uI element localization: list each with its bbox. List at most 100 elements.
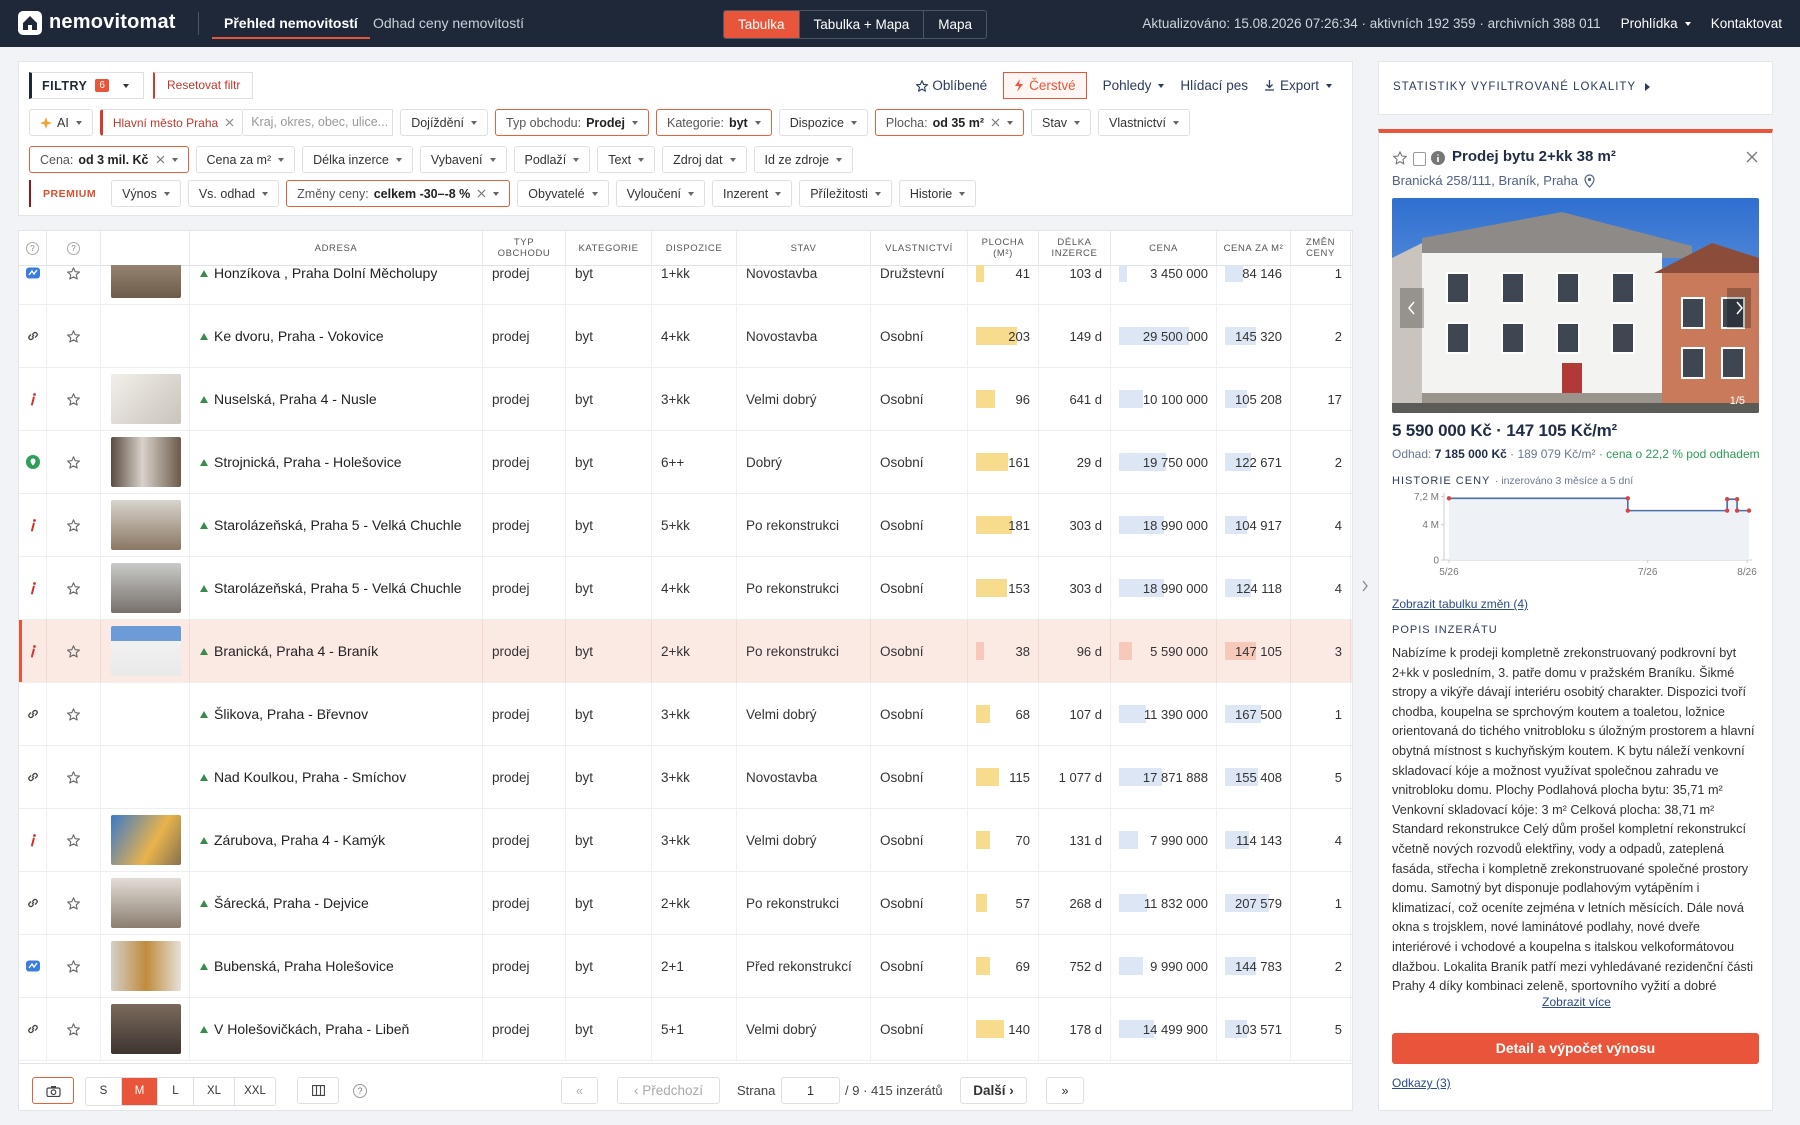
- filter-chip[interactable]: Obyvatelé: [517, 180, 609, 207]
- address[interactable]: V Holešovičkách, Praha - Libeň: [214, 1021, 410, 1037]
- table-footer: S M L XL XXL? « ‹ Předchozí Strana 1 / 9 · 415 in…: [19, 1063, 1352, 1110]
- filter-chip[interactable]: Vlastnictví: [1098, 109, 1190, 136]
- filter-chip[interactable]: Cena za m²: [195, 146, 296, 173]
- show-more[interactable]: Zobrazit více: [1542, 995, 1611, 1009]
- table-cell: 149 d: [1039, 305, 1111, 367]
- action-button[interactable]: Oblíbené: [916, 73, 987, 98]
- view-button[interactable]: Tabulka + Mapa: [798, 11, 924, 38]
- action-button[interactable]: Čerstvé: [1003, 72, 1087, 99]
- size-button[interactable]: XL: [193, 1078, 234, 1105]
- last-page[interactable]: »: [1046, 1077, 1084, 1104]
- address[interactable]: Honzíkova , Praha Dolní Měcholupy: [214, 265, 438, 281]
- cell-text: byt: [575, 265, 594, 281]
- action-button[interactable]: Pohledy: [1103, 73, 1165, 98]
- filter-chip[interactable]: Délka inzerce: [302, 146, 413, 173]
- address[interactable]: Nuselská, Praha 4 - Nusle: [214, 391, 377, 407]
- action-button[interactable]: Hlídací pes: [1180, 73, 1248, 98]
- info-dot: [32, 834, 36, 837]
- table-row[interactable]: Nad Koulkou, Praha - Smíchov prodej byt 3+k…: [19, 746, 1352, 809]
- caret: [850, 120, 857, 125]
- columns-button[interactable]: [297, 1077, 339, 1104]
- table-row[interactable]: Nuselská, Praha 4 - Nusle prodej byt 3+kk Ve…: [19, 368, 1352, 431]
- filters-toggle[interactable]: FILTRY 6: [29, 72, 144, 99]
- table-row[interactable]: Ke dvoru, Praha - Vokovice prodej byt 4+kk N…: [19, 305, 1352, 368]
- stats-panel[interactable]: STATISTIKY VYFILTROVANÉ LOKALITY: [1378, 61, 1773, 115]
- help-icon[interactable]: ?: [353, 1084, 367, 1098]
- filter-chip[interactable]: Kategorie: byt: [655, 109, 772, 136]
- filter-chip[interactable]: Dojíždění: [400, 109, 489, 136]
- filter-chip[interactable]: Dispozice: [778, 109, 868, 136]
- size-button[interactable]: XXL: [234, 1078, 275, 1105]
- detail-button[interactable]: Detail a výpočet výnosu: [1392, 1033, 1759, 1064]
- table-row[interactable]: Strojnická, Praha - Holešovice prodej byt 6…: [19, 431, 1352, 494]
- table-cell: Po rekonstrukci: [737, 620, 871, 682]
- size-button[interactable]: M: [121, 1078, 157, 1105]
- address[interactable]: Nad Koulkou, Praha - Smíchov: [214, 769, 407, 785]
- first-page[interactable]: «: [561, 1077, 598, 1104]
- address[interactable]: Ke dvoru, Praha - Vokovice: [214, 328, 384, 344]
- table-row[interactable]: Zárubova, Praha 4 - Kamýk prodej byt 3+kk Ve…: [19, 809, 1352, 872]
- chip-label: Plocha:: [885, 115, 928, 130]
- table-row[interactable]: Bubenská, Praha Holešovice prodej byt 2+1 Př…: [19, 935, 1352, 998]
- address[interactable]: Starolázeňská, Praha 5 - Velká Chuchle: [214, 517, 462, 533]
- filter-chip[interactable]: Vybavení: [419, 146, 507, 173]
- size-button[interactable]: S: [99, 1085, 108, 1097]
- size-button[interactable]: L: [157, 1078, 193, 1105]
- filter-chip[interactable]: Změny ceny: celkem -30–-8 %: [286, 180, 511, 207]
- source-icon: [25, 960, 40, 972]
- table-row[interactable]: Šlikova, Praha - Břevnov prodej byt 3+kk Vel…: [19, 683, 1352, 746]
- table-row[interactable]: V Holešovičkách, Praha - Libeň prodej byt 5…: [19, 998, 1352, 1061]
- filter-chip[interactable]: Plocha: od 35 m²: [874, 109, 1025, 136]
- address[interactable]: Branická, Praha 4 - Braník: [214, 643, 379, 659]
- page-input[interactable]: 1: [781, 1077, 840, 1104]
- table-row[interactable]: Honzíkova , Praha Dolní Měcholupy prodej b…: [19, 265, 1352, 305]
- address[interactable]: Bubenská, Praha Holešovice: [214, 958, 394, 974]
- filter-chip[interactable]: Id ze zdroje: [753, 146, 854, 173]
- location-input[interactable]: Kraj, okres, obec, ulice...: [243, 109, 394, 136]
- table-row[interactable]: Starolázeňská, Praha 5 - Velká Chuchle pr…: [19, 494, 1352, 557]
- filter-chip[interactable]: Cena: od 3 mil. Kč: [29, 146, 189, 173]
- action-button[interactable]: Export: [1264, 73, 1332, 98]
- address[interactable]: Zárubova, Praha 4 - Kamýk: [214, 832, 386, 848]
- address[interactable]: Strojnická, Praha - Holešovice: [214, 454, 402, 470]
- nav-link[interactable]: Odhad ceny nemovitostí: [373, 15, 524, 31]
- prev-page[interactable]: ‹ Předchozí: [617, 1077, 720, 1104]
- detail-photo[interactable]: 1/5: [1392, 198, 1759, 413]
- filter-chip[interactable]: Výnos: [111, 180, 181, 207]
- link: [27, 772, 38, 782]
- links[interactable]: Odkazy (3): [1392, 1076, 1451, 1090]
- filter-chip[interactable]: Typ obchodu: Prodej: [495, 109, 649, 136]
- table-row[interactable]: Starolázeňská, Praha 5 - Velká Chuchle pr…: [19, 557, 1352, 620]
- filter-chip[interactable]: Podlaží: [513, 146, 591, 173]
- menu-item[interactable]: Kontaktovat: [1711, 16, 1782, 31]
- location-chip[interactable]: Hlavní město Praha: [99, 109, 244, 136]
- filter-chip[interactable]: Vs. odhad: [187, 180, 280, 207]
- filter-chip[interactable]: Vyloučení: [615, 180, 706, 207]
- menu-item[interactable]: Prohlídka: [1621, 16, 1691, 31]
- filter-chip[interactable]: Příležitosti: [799, 180, 892, 207]
- table-row[interactable]: Branická, Praha 4 - Braník prodej byt 2+kk P…: [19, 620, 1352, 683]
- table-row[interactable]: Šárecká, Praha - Dejvice prodej byt 2+kk Po …: [19, 872, 1352, 935]
- nav-link[interactable]: Přehled nemovitostí: [212, 15, 370, 39]
- filter-chip[interactable]: Inzerent: [712, 180, 793, 207]
- changes-link[interactable]: Zobrazit tabulku změn (4): [1392, 597, 1529, 611]
- next-page[interactable]: Další ›: [960, 1077, 1027, 1104]
- view-button[interactable]: Mapa: [923, 11, 986, 38]
- reset-filter[interactable]: Resetovat filtr: [153, 72, 254, 99]
- screenshot-button[interactable]: [32, 1077, 74, 1104]
- filter-chip[interactable]: Zdroj dat: [662, 146, 747, 173]
- value-bar: [1119, 516, 1165, 534]
- cell-text: Osobní: [880, 643, 924, 659]
- address[interactable]: Šárecká, Praha - Dejvice: [214, 895, 369, 911]
- view-button[interactable]: Tabulka: [724, 11, 799, 38]
- ai-chip[interactable]: AI: [29, 109, 93, 136]
- address[interactable]: Šlikova, Praha - Břevnov: [214, 706, 369, 722]
- filter-chip[interactable]: Stav: [1031, 109, 1092, 136]
- triangle: [1645, 83, 1651, 91]
- address[interactable]: Starolázeňská, Praha 5 - Velká Chuchle: [214, 580, 462, 596]
- close-button[interactable]: [1746, 151, 1758, 163]
- filter-chip[interactable]: Text: [597, 146, 656, 173]
- nav-arrow: [1736, 301, 1743, 315]
- filter-chip[interactable]: Historie: [898, 180, 977, 207]
